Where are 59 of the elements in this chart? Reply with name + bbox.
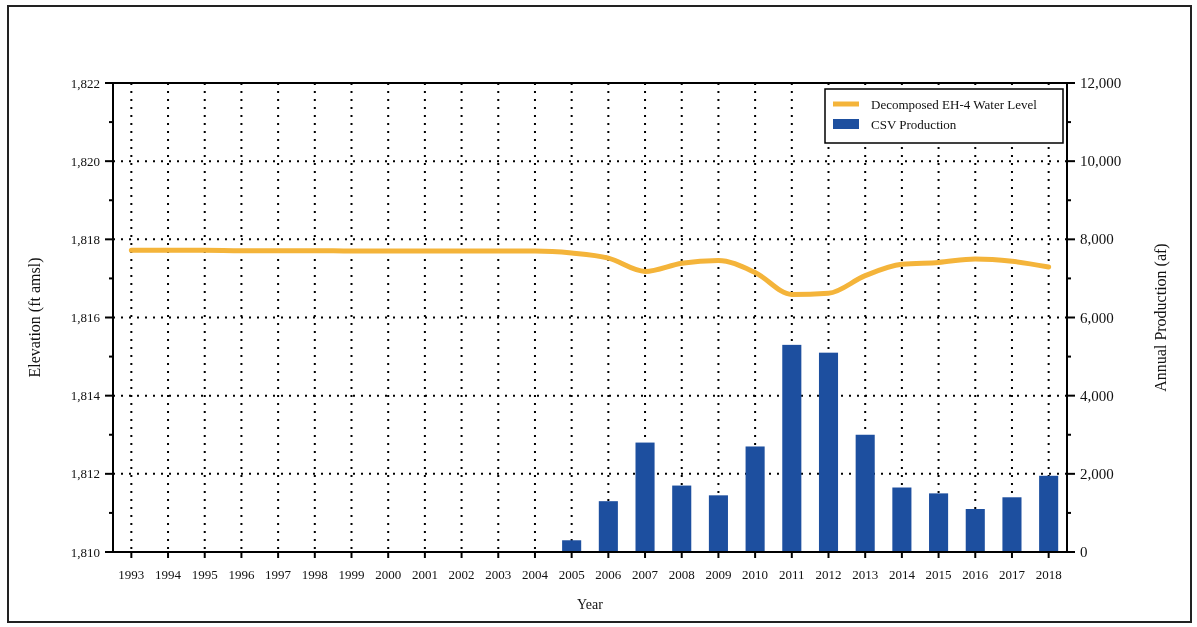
bar [1039, 475, 1059, 552]
y2-tick-label: 10,000 [1080, 153, 1122, 170]
x-axis-title: Year [577, 597, 604, 612]
x-tick-label: 2012 [815, 567, 842, 582]
bar [929, 493, 949, 552]
x-tick-label: 2014 [888, 567, 916, 582]
x-tick-label: 2004 [521, 567, 549, 582]
x-tick-label: 1993 [118, 567, 145, 582]
bar [965, 509, 985, 552]
x-tick-label: 2002 [448, 567, 475, 582]
bar [672, 485, 692, 552]
x-tick-label: 1997 [265, 567, 292, 582]
y2-tick-label: 2,000 [1080, 465, 1114, 482]
bar [892, 487, 912, 552]
y2-tick-label: 0 [1080, 544, 1088, 560]
x-tick-label: 1998 [301, 567, 328, 582]
y2-tick-label: 4,000 [1080, 387, 1114, 404]
bar [1002, 497, 1022, 552]
x-tick-label: 1999 [338, 567, 365, 582]
x-tick-label: 1994 [155, 567, 182, 582]
y-tick-label: 1,814 [70, 388, 101, 404]
bar [745, 446, 765, 552]
x-tick-label: 2010 [742, 567, 769, 582]
x-tick-label: 2001 [411, 567, 438, 582]
x-tick-label: 2003 [485, 567, 512, 582]
y-tick-label: 1,816 [70, 310, 101, 325]
x-tick-label: 2016 [962, 567, 989, 582]
legend-label: CSV Production [871, 116, 957, 132]
x-tick-label: 2006 [595, 567, 622, 582]
x-tick-label: 2011 [779, 567, 805, 582]
y-tick-label: 1,818 [70, 231, 100, 247]
x-tick-label: 2007 [632, 567, 659, 582]
y2-tick-label: 12,000 [1080, 75, 1122, 91]
y2-tick-label: 6,000 [1080, 309, 1114, 326]
bar [708, 495, 728, 552]
y-tick-label: 1,810 [70, 544, 100, 560]
y-tick-label: 1,812 [70, 466, 100, 482]
x-tick-label: 2000 [375, 567, 402, 582]
bar [818, 352, 839, 552]
x-tick-label: 2008 [668, 567, 695, 582]
x-tick-label: 2013 [852, 567, 879, 582]
bar [598, 501, 618, 552]
y2-tick-label: 8,000 [1080, 231, 1114, 248]
bar [782, 344, 802, 552]
x-tick-label: 2009 [705, 567, 732, 582]
x-tick-label: 2005 [558, 567, 585, 582]
y-axis-title: Elevation (ft amsl) [26, 257, 44, 378]
x-tick-label: 2018 [1035, 567, 1062, 582]
y2-axis-title: Annual Production (af) [1152, 243, 1170, 392]
y-tick-label: 1,820 [70, 153, 100, 169]
x-tick-label: 2017 [998, 567, 1026, 582]
bar [855, 434, 875, 552]
y-tick-label: 1,822 [70, 75, 100, 91]
bar [562, 540, 582, 552]
bar [635, 442, 655, 552]
legend-label: Decomposed EH-4 Water Level [871, 96, 1038, 112]
x-tick-label: 1995 [191, 567, 218, 582]
x-tick-label: 1996 [228, 567, 255, 582]
x-tick-label: 2015 [925, 567, 952, 582]
